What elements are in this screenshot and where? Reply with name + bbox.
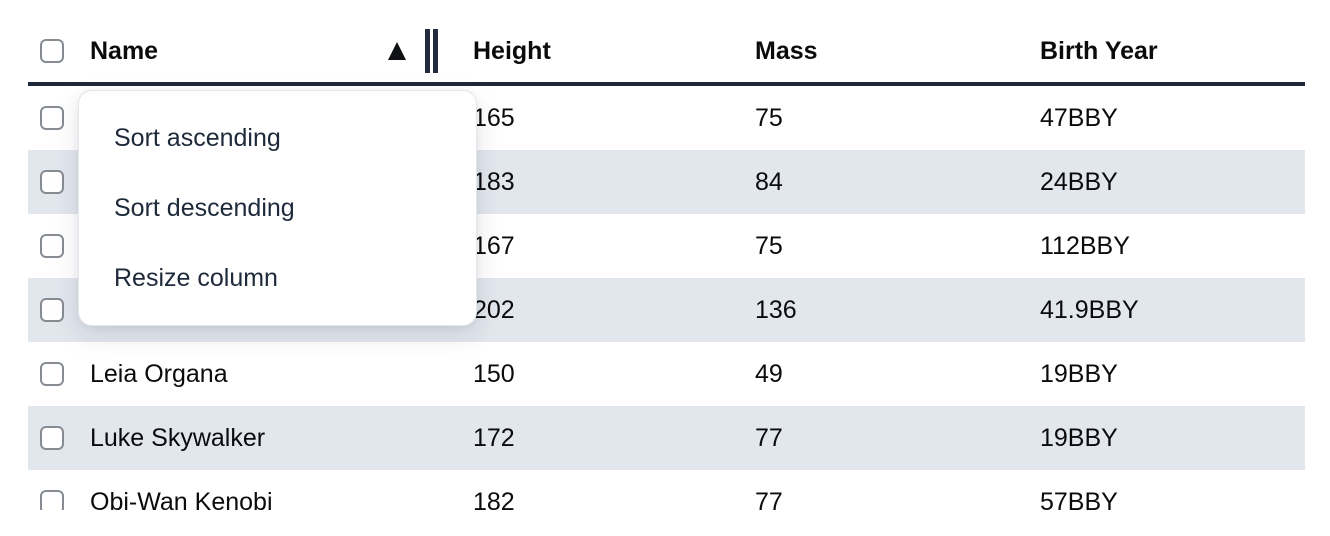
row-checkbox[interactable] (40, 490, 64, 510)
row-checkbox[interactable] (40, 106, 64, 130)
cell-mass: 77 (755, 487, 783, 511)
cell-birth-year: 47BBY (1040, 103, 1118, 132)
cell-name: Obi-Wan Kenobi (90, 487, 273, 511)
row-checkbox[interactable] (40, 298, 64, 322)
cell-birth-year: 19BBY (1040, 423, 1118, 452)
column-header-birth-year[interactable]: Birth Year (1040, 36, 1158, 65)
cell-name: Luke Skywalker (90, 423, 266, 452)
cell-birth-year: 41.9BBY (1040, 295, 1139, 324)
row-checkbox-cell (28, 234, 90, 258)
row-checkbox-cell (28, 426, 90, 450)
column-context-menu: Sort ascending Sort descending Resize co… (78, 90, 477, 326)
row-checkbox[interactable] (40, 362, 64, 386)
cell-birth-year: 24BBY (1040, 167, 1118, 196)
table-row: Obi-Wan Kenobi 182 77 57BBY (28, 470, 1305, 510)
column-header-name[interactable]: Name (90, 20, 473, 82)
row-checkbox-cell (28, 362, 90, 386)
cell-mass: 84 (755, 167, 783, 196)
row-checkbox[interactable] (40, 426, 64, 450)
row-checkbox-cell (28, 106, 90, 130)
cell-birth-year: 112BBY (1040, 231, 1130, 260)
table-header-row: Name Height Mass Birth Year (28, 0, 1305, 86)
row-checkbox[interactable] (40, 170, 64, 194)
data-table: Name Height Mass Birth Year 165 75 47BBY… (28, 0, 1305, 510)
cell-height: 150 (473, 359, 515, 388)
table-row: 165 75 47BBY (28, 86, 1305, 150)
column-header-height[interactable]: Height (473, 36, 551, 65)
cell-mass: 136 (755, 295, 797, 324)
table-body: 165 75 47BBY 183 84 24BBY 167 75 112BBY … (28, 86, 1305, 510)
sort-ascending-icon (388, 42, 406, 60)
cell-name: Leia Organa (90, 359, 228, 388)
cell-mass: 75 (755, 231, 783, 260)
cell-height: 167 (473, 231, 515, 260)
cell-height: 202 (473, 295, 515, 324)
cell-birth-year: 57BBY (1040, 487, 1118, 511)
menu-item-resize-column[interactable]: Resize column (114, 263, 278, 292)
row-checkbox-cell (28, 298, 90, 322)
menu-item-sort-descending[interactable]: Sort descending (114, 193, 295, 222)
cell-height: 165 (473, 103, 515, 132)
column-header-mass[interactable]: Mass (755, 36, 818, 65)
table-row: 167 75 112BBY (28, 214, 1305, 278)
cell-height: 182 (473, 487, 515, 511)
cell-mass: 49 (755, 359, 783, 388)
cell-height: 172 (473, 423, 515, 452)
cell-birth-year: 19BBY (1040, 359, 1118, 388)
column-resize-handle[interactable] (425, 29, 438, 73)
table-row: Leia Organa 150 49 19BBY (28, 342, 1305, 406)
table-row: Luke Skywalker 172 77 19BBY (28, 406, 1305, 470)
row-checkbox[interactable] (40, 234, 64, 258)
row-checkbox-cell (28, 490, 90, 510)
header-checkbox-cell (28, 39, 90, 63)
cell-mass: 77 (755, 423, 783, 452)
cell-mass: 75 (755, 103, 783, 132)
column-header-name-label: Name (90, 36, 159, 65)
row-checkbox-cell (28, 170, 90, 194)
cell-height: 183 (473, 167, 515, 196)
menu-item-sort-ascending[interactable]: Sort ascending (114, 123, 281, 152)
table-row: 202 136 41.9BBY (28, 278, 1305, 342)
select-all-checkbox[interactable] (40, 39, 64, 63)
